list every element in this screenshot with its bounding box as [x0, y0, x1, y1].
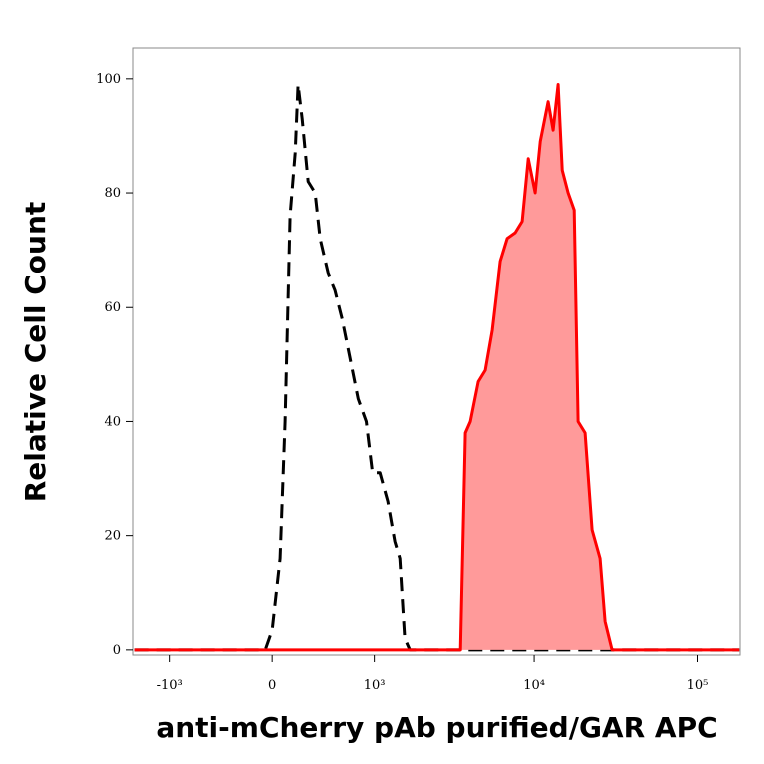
y-tick-label: 60: [104, 300, 121, 315]
histogram-line: [134, 83, 740, 652]
x-axis-title: anti-mCherry pAb purified/GAR APC: [156, 711, 717, 744]
x-tick-label: 10³: [364, 678, 386, 693]
y-tick-label: 80: [104, 186, 121, 201]
x-tick-label: 10⁵: [687, 678, 709, 693]
x-tick-label: 10⁴: [523, 678, 545, 693]
plot-frame: [132, 47, 741, 656]
y-axis-title: Relative Cell Count: [19, 202, 52, 503]
y-tick-label: 40: [104, 414, 121, 429]
x-tick-label: -10³: [157, 678, 183, 693]
y-tick-label: 100: [96, 72, 121, 87]
histogram-area: [134, 84, 740, 650]
y-tick-label: 0: [113, 643, 121, 658]
y-tick-label: 20: [104, 529, 121, 544]
histogram-line: [134, 83, 740, 652]
x-tick-label: 0: [268, 678, 276, 693]
